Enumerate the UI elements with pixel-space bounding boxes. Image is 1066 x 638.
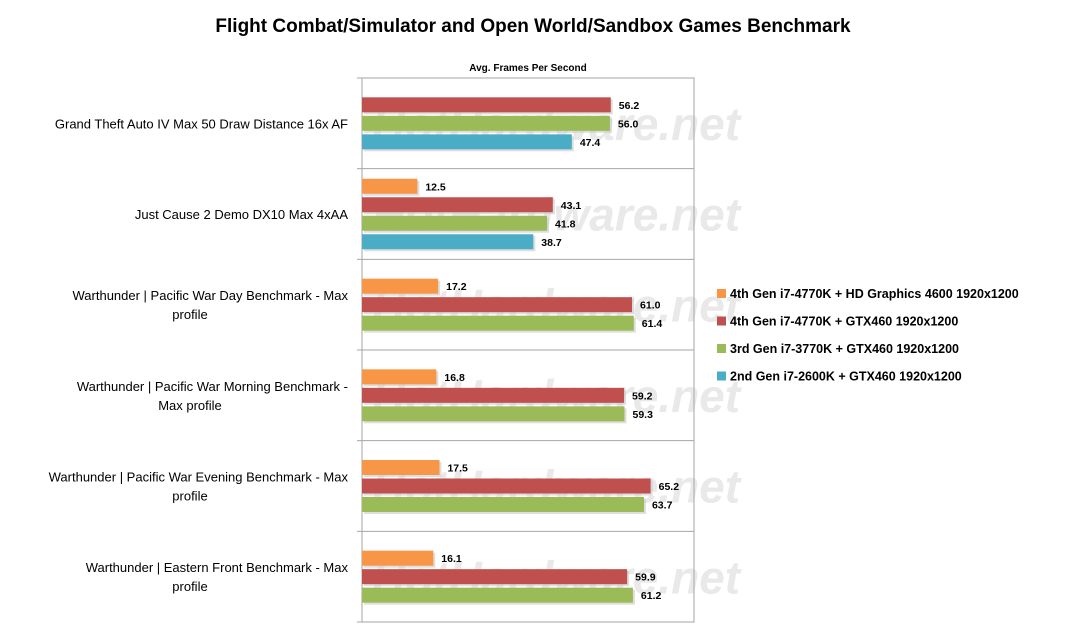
data-label: 65.2 <box>659 481 680 493</box>
data-label: 59.9 <box>635 572 656 584</box>
data-label: 56.2 <box>619 100 640 112</box>
legend: 4th Gen i7-4770K + HD Graphics 4600 1920… <box>717 287 1019 384</box>
data-label: 17.2 <box>446 281 467 293</box>
legend-entry: 4th Gen i7-4770K + HD Graphics 4600 1920… <box>730 287 1019 301</box>
data-label: 59.3 <box>633 409 654 421</box>
bar <box>362 550 434 566</box>
bar <box>362 178 418 194</box>
bar <box>362 478 651 494</box>
chart-title: Flight Combat/Simulator and Open World/S… <box>215 16 851 37</box>
data-label: 47.4 <box>580 137 601 149</box>
category-label: Warthunder | Pacific War Morning Benchma… <box>77 379 348 394</box>
category-label: Max profile <box>158 398 222 413</box>
bar <box>362 297 633 313</box>
category-label: Just Cause 2 Demo DX10 Max 4xAA <box>135 207 348 222</box>
watermark-text: HotHardware.net <box>372 189 742 241</box>
bar <box>362 569 628 585</box>
bar <box>362 134 572 150</box>
bar <box>362 369 437 385</box>
data-label: 17.5 <box>447 463 468 475</box>
legend-swatch <box>717 289 726 298</box>
legend-entry: 2nd Gen i7-2600K + GTX460 1920x1200 <box>730 370 962 384</box>
plot-frame <box>357 77 695 623</box>
data-label: 61.4 <box>642 318 663 330</box>
data-label: 16.1 <box>441 553 462 565</box>
bar <box>362 115 610 131</box>
bar <box>362 215 548 231</box>
watermark: HotHardware.netHotHardware.netHotHardwar… <box>372 98 742 603</box>
bar <box>362 315 634 331</box>
category-label: Warthunder | Pacific War Evening Benchma… <box>49 470 349 485</box>
bar <box>362 460 440 475</box>
data-label: 59.2 <box>632 390 653 402</box>
category-label: Grand Theft Auto IV Max 50 Draw Distance… <box>55 116 348 131</box>
category-label: Warthunder | Pacific War Day Benchmark -… <box>73 288 349 303</box>
bar <box>362 497 644 512</box>
legend-swatch <box>717 371 726 381</box>
legend-swatch <box>717 344 726 353</box>
data-label: 16.8 <box>444 372 465 384</box>
data-label: 56.0 <box>618 118 639 130</box>
data-label: 12.5 <box>425 181 446 193</box>
x-axis-title: Avg. Frames Per Second <box>469 63 586 74</box>
bars-layer: 56.2 56.0 47.4 12.5 43.1 41.8 38.7 17.2 61.0 61.4… <box>362 97 680 605</box>
bar <box>362 406 625 422</box>
data-label: 43.1 <box>561 200 582 212</box>
bar <box>362 587 633 603</box>
category-label: Warthunder | Eastern Front Benchmark - M… <box>86 560 349 575</box>
data-label: 61.0 <box>640 300 661 312</box>
bar <box>362 278 439 294</box>
data-label: 38.7 <box>541 237 562 249</box>
category-labels: Grand Theft Auto IV Max 50 Draw Distance… <box>49 116 349 594</box>
data-label: 63.7 <box>652 500 673 512</box>
data-label: 41.8 <box>555 218 576 230</box>
data-label: 61.2 <box>641 590 662 602</box>
category-label: profile <box>172 579 207 594</box>
category-label: profile <box>172 489 207 504</box>
bar <box>362 97 611 113</box>
category-label: profile <box>172 307 207 322</box>
legend-swatch <box>717 316 726 326</box>
legend-entry: 3rd Gen i7-3770K + GTX460 1920x1200 <box>730 342 959 356</box>
legend-entry: 4th Gen i7-4770K + GTX460 1920x1200 <box>730 315 958 329</box>
bar <box>362 197 553 213</box>
bar <box>362 234 534 250</box>
bar <box>362 387 625 403</box>
